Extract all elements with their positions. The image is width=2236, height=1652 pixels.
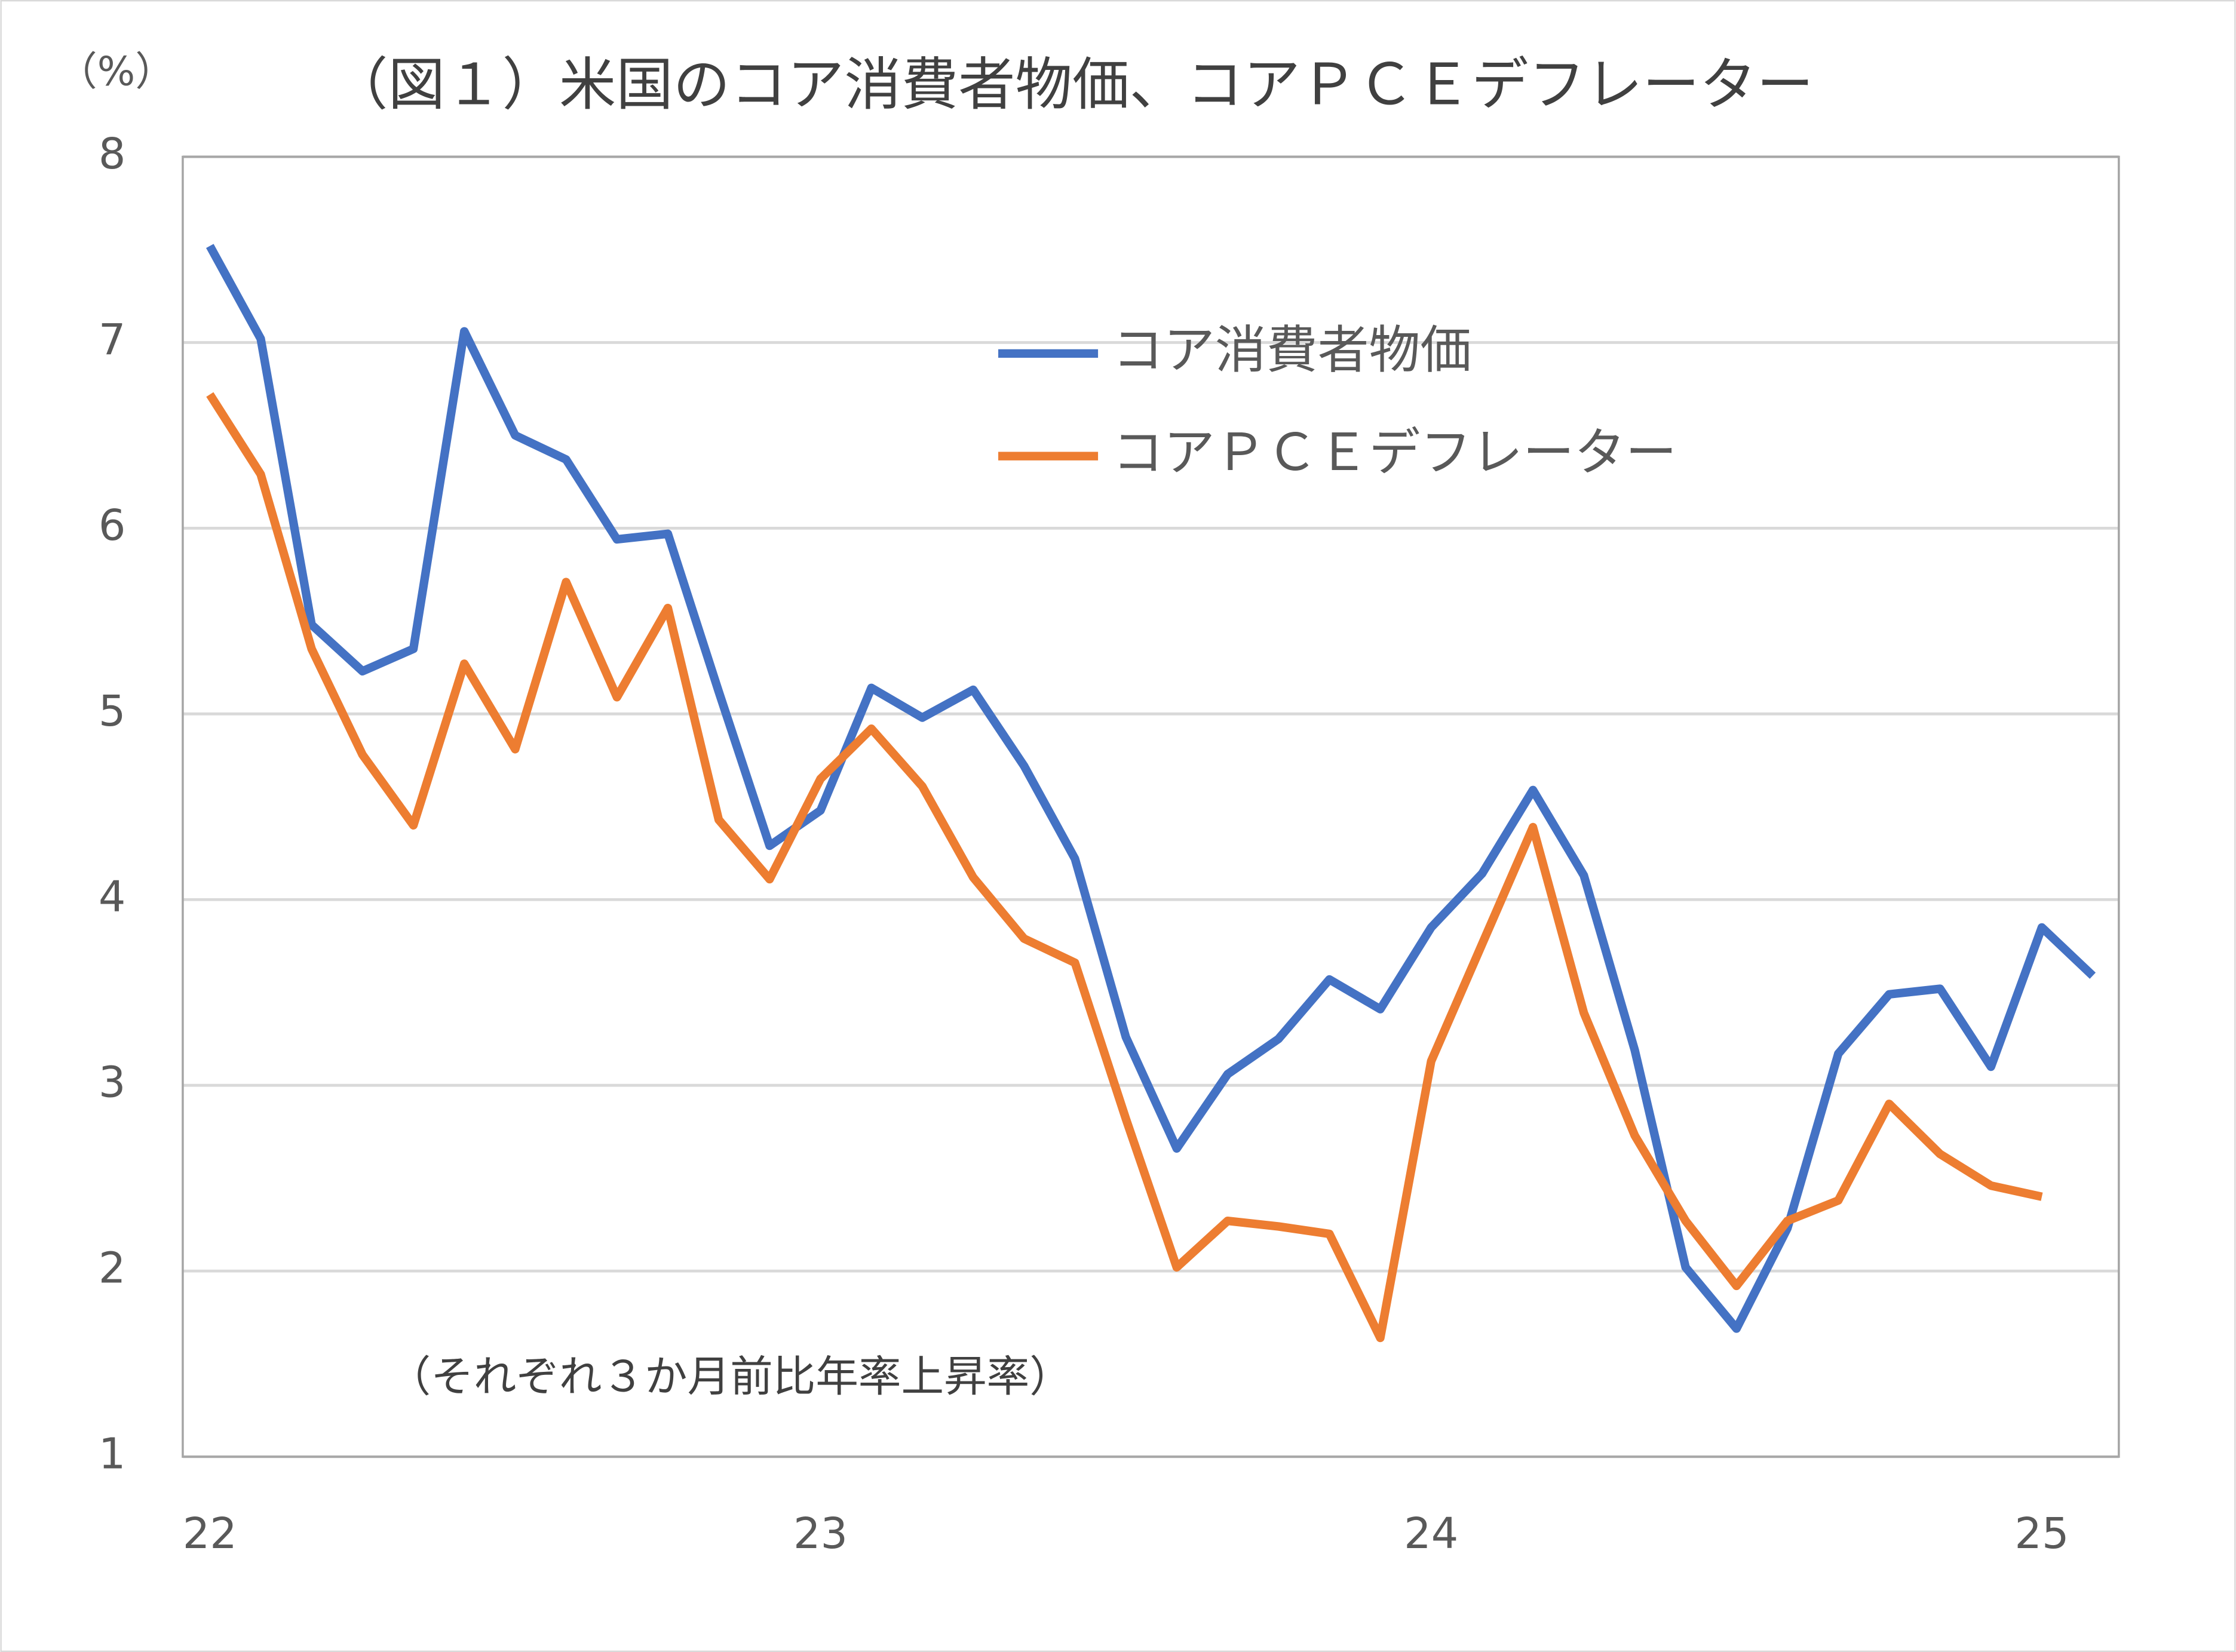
x-tick-label: 23 <box>793 1509 848 1558</box>
y-tick-label: 4 <box>99 872 126 922</box>
y-tick-label: 2 <box>99 1243 126 1293</box>
y-tick-label: 1 <box>99 1429 126 1479</box>
series-group <box>205 244 2096 1343</box>
legend-label: コアＰＣＥデフレーター <box>1112 423 1677 483</box>
y-tick-label: 8 <box>99 129 126 179</box>
x-tick-label: 25 <box>2014 1509 2069 1558</box>
x-tick-label: 24 <box>1404 1509 1458 1558</box>
y-tick-label: 6 <box>99 500 126 550</box>
legend-label: コア消費者物価 <box>1112 320 1471 380</box>
x-tick-label: 22 <box>183 1509 237 1558</box>
y-axis-label: （%） <box>57 48 175 95</box>
series-line <box>205 244 2096 1333</box>
y-tick-label: 3 <box>99 1058 126 1107</box>
chart-title: （図１）米国のコア消費者物価、コアＰＣＥデフレーター <box>331 51 1814 118</box>
series-line <box>206 392 2043 1343</box>
y-tick-label: 5 <box>99 686 126 736</box>
y-tick-label: 7 <box>99 315 126 364</box>
plot-frame <box>182 155 2120 1458</box>
annotation: （それぞれ３か月前比年率上昇率） <box>388 1352 1072 1402</box>
